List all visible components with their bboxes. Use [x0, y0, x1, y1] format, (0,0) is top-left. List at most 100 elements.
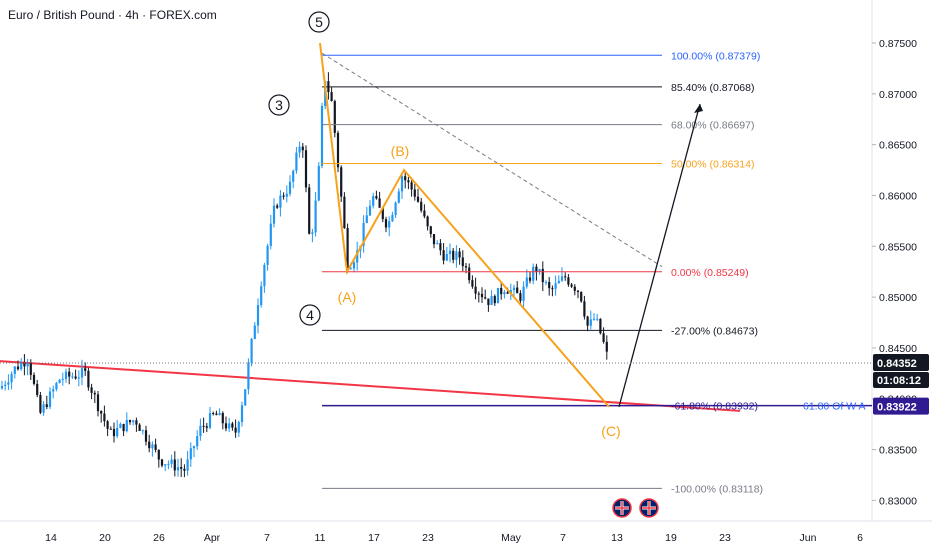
candle-body — [439, 243, 442, 251]
candle-body — [464, 266, 468, 268]
candle-body — [301, 146, 304, 151]
x-tick-label: 23 — [422, 532, 434, 544]
candle-body — [336, 132, 340, 168]
candle-body — [384, 219, 388, 228]
candle-body — [266, 245, 269, 265]
candle-body — [544, 282, 548, 284]
fib-label: -27.00% (0.84673) — [671, 325, 758, 337]
candle-body — [368, 205, 372, 216]
x-tick-label: 7 — [264, 532, 270, 544]
candle-body — [314, 200, 317, 233]
y-tick-label: 0.87000 — [879, 89, 917, 101]
candle-body — [205, 426, 208, 428]
candle-body — [512, 287, 516, 291]
fib-label: 50.00% (0.86314) — [671, 159, 754, 171]
candle-body — [343, 196, 346, 229]
candle-body — [605, 341, 608, 352]
candle-body — [183, 468, 186, 471]
indicator-price-tag — [873, 397, 929, 415]
abc-wave-path — [319, 42, 610, 408]
uk-flag-icon — [639, 498, 659, 518]
candle-body — [420, 201, 423, 211]
time-axis: 14 20 26 Apr 7 11 17 23 May 7 13 19 23 Jun 6 — [45, 498, 863, 544]
candle-body — [480, 293, 484, 298]
candle-body — [397, 191, 400, 203]
candle-body — [442, 250, 445, 261]
candle-body — [551, 288, 554, 290]
x-tick-label: 17 — [368, 532, 380, 544]
candle-body — [592, 318, 596, 320]
countdown-text: 01:08:12 — [877, 375, 921, 387]
candle-body — [506, 292, 509, 294]
candle-body — [388, 221, 391, 228]
candle-body — [128, 420, 132, 423]
candle-body — [106, 421, 109, 429]
wave-label: (B) — [391, 143, 410, 159]
wave-circle — [299, 304, 321, 326]
wave-label: 3 — [275, 97, 283, 113]
candle-body — [471, 280, 474, 287]
candle-body — [138, 424, 141, 431]
candle-body — [468, 267, 471, 281]
candle-body — [320, 106, 324, 166]
candle-body — [272, 205, 276, 224]
candle-body — [151, 444, 154, 449]
candle-body — [39, 395, 42, 413]
y-tick-label: 0.85500 — [879, 241, 917, 253]
candle-body — [282, 195, 285, 197]
candle-body — [13, 366, 16, 374]
candle-body — [109, 428, 112, 430]
candle-body — [170, 459, 173, 464]
candle-body — [135, 420, 138, 425]
candle-body — [554, 283, 557, 289]
chart-title: Euro / British Pound · 4h · FOREX.com — [8, 8, 217, 22]
candle-body — [317, 165, 320, 201]
fib-label: 100.00% (0.87379) — [671, 50, 760, 62]
y-tick-label: 0.86000 — [879, 190, 917, 202]
y-tick-label: 0.86500 — [879, 140, 917, 152]
wave-label: 5 — [315, 14, 323, 30]
candle-body — [349, 268, 352, 270]
candle-body — [375, 196, 378, 199]
candle-body — [304, 150, 308, 188]
candle-body — [52, 389, 55, 392]
wave-label: 4 — [306, 307, 314, 323]
candle-body — [365, 215, 368, 223]
candle-body — [532, 266, 535, 281]
candle-body — [413, 189, 416, 197]
x-tick-label: 14 — [45, 532, 57, 544]
wave-circle — [268, 94, 290, 116]
candle-body — [452, 250, 455, 260]
x-tick-label: 19 — [665, 532, 677, 544]
candle-body — [391, 214, 394, 222]
candle-body — [119, 423, 122, 428]
candle-body — [308, 187, 311, 234]
candle-body — [74, 376, 77, 379]
candle-body — [4, 384, 7, 386]
candle-body — [509, 290, 512, 294]
arrow-head — [694, 103, 703, 113]
candle-body — [199, 425, 202, 437]
candle-body — [477, 293, 480, 295]
y-tick-label: 0.83000 — [879, 495, 917, 507]
candle-body — [84, 368, 87, 371]
indicator-label: 61.80 Of W A — [803, 401, 865, 413]
x-tick-label: Apr — [204, 532, 221, 544]
candle-body — [573, 286, 576, 291]
candle-body — [560, 276, 564, 281]
candle-body — [144, 430, 148, 442]
candle-body — [570, 284, 573, 287]
candle-body — [218, 413, 221, 416]
candle-body — [407, 180, 410, 183]
candle-body — [32, 374, 36, 384]
candle-body — [340, 167, 343, 197]
candle-body — [77, 377, 80, 379]
y-tick-label: 0.84500 — [879, 343, 917, 355]
candle-body — [538, 268, 541, 273]
candle-body — [372, 196, 375, 206]
candle-body — [132, 420, 135, 423]
candle-body — [93, 392, 96, 395]
candle-body — [455, 251, 458, 260]
candle-body — [167, 463, 170, 465]
